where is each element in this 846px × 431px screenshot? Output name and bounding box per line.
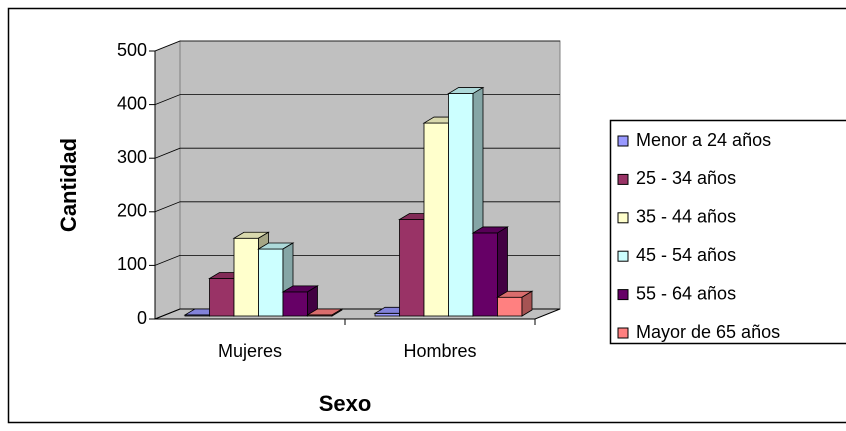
side-wall [154, 40, 181, 320]
legend-label: Mayor de 65 años [636, 322, 780, 342]
y-tick-label: 300 [117, 147, 147, 167]
legend-label: Menor a 24 años [636, 130, 771, 150]
y-tick-label: 200 [117, 201, 147, 221]
bar-front [497, 296, 523, 317]
x-tick-label: Mujeres [218, 341, 282, 361]
bar-front [448, 93, 474, 317]
x-axis-title: Sexo [319, 391, 372, 416]
bar-front [472, 232, 498, 317]
bar-front [374, 312, 400, 317]
bar-side [521, 290, 533, 317]
y-tick-label: 400 [117, 93, 147, 113]
y-axis-title: Cantidad [56, 138, 81, 232]
bar-front [423, 122, 449, 317]
grid-line [154, 40, 560, 52]
bar-front [282, 291, 308, 317]
bar-front [209, 278, 235, 317]
y-tick-label: 100 [117, 254, 147, 274]
y-tick-label: 500 [117, 40, 147, 60]
legend-label: 35 - 44 años [636, 207, 736, 227]
legend-label: 45 - 54 años [636, 245, 736, 265]
x-tick-label: Hombres [403, 341, 476, 361]
y-tick-label: 0 [137, 308, 147, 328]
legend-swatch [617, 173, 629, 185]
bar-front [399, 219, 425, 317]
legend-swatch [617, 250, 629, 262]
legend-swatch [617, 135, 629, 147]
legend-swatch [617, 212, 629, 224]
bar [496, 290, 534, 317]
bar [281, 285, 319, 317]
bar-side [331, 308, 343, 317]
legend-label: 55 - 64 años [636, 283, 736, 303]
legend-label: 25 - 34 años [636, 168, 736, 188]
legend-swatch [617, 327, 629, 339]
bar [306, 308, 344, 317]
bar-front [258, 248, 284, 317]
bar-front [233, 237, 259, 317]
legend-swatch [617, 289, 629, 301]
legend-box [609, 119, 846, 345]
grid-line [154, 94, 560, 105]
